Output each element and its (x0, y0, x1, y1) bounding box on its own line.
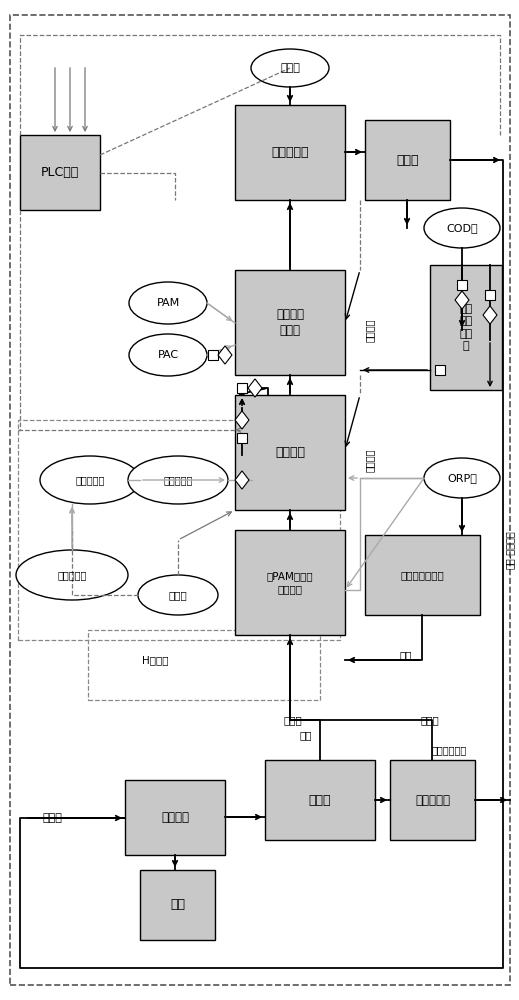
Text: H矿废水: H矿废水 (142, 655, 168, 665)
Ellipse shape (138, 575, 218, 615)
Ellipse shape (129, 334, 207, 376)
Polygon shape (235, 471, 249, 489)
Text: 新鲜水: 新鲜水 (42, 813, 62, 823)
Text: 含PAM尾矿废
水调节池: 含PAM尾矿废 水调节池 (267, 571, 313, 594)
Ellipse shape (251, 49, 329, 87)
Text: 矿渣浓缩机: 矿渣浓缩机 (415, 794, 450, 806)
Text: 臭氧氧化: 臭氧氧化 (275, 446, 305, 459)
FancyBboxPatch shape (235, 530, 345, 635)
Polygon shape (485, 290, 495, 300)
Polygon shape (237, 383, 247, 393)
Polygon shape (237, 433, 247, 443)
Text: COD仪: COD仪 (446, 223, 478, 233)
FancyBboxPatch shape (140, 870, 215, 940)
Text: 沉淀污泥: 沉淀污泥 (365, 448, 375, 472)
Text: 空气或氧气: 空气或氧气 (57, 570, 87, 580)
Polygon shape (208, 350, 218, 360)
Text: 反冲洗水: 反冲洗水 (365, 318, 375, 342)
Text: 粘度仪: 粘度仪 (169, 590, 187, 600)
Text: 精矿: 精矿 (170, 898, 185, 912)
FancyBboxPatch shape (235, 270, 345, 375)
Ellipse shape (424, 208, 500, 248)
Text: 混凝絮凝
反应池: 混凝絮凝 反应池 (276, 308, 304, 337)
Polygon shape (455, 291, 469, 309)
Bar (18, 420, 340, 640)
Polygon shape (235, 411, 249, 429)
Text: 尾矿池: 尾矿池 (309, 794, 331, 806)
Text: 不合
格重
新处
理: 不合 格重 新处 理 (459, 304, 473, 351)
Text: 合格-循环利用: 合格-循环利用 (505, 531, 515, 569)
Text: 排污: 排污 (400, 650, 412, 660)
Bar (88, 630, 320, 700)
Polygon shape (218, 346, 232, 364)
Text: 矿石分选: 矿石分选 (161, 811, 189, 824)
Polygon shape (457, 280, 467, 290)
FancyBboxPatch shape (20, 135, 100, 210)
FancyBboxPatch shape (365, 535, 480, 615)
Text: PAC: PAC (157, 350, 179, 360)
Text: 斜管沉淀池: 斜管沉淀池 (271, 146, 309, 159)
Ellipse shape (424, 458, 500, 498)
Text: 臭氧发生器: 臭氧发生器 (75, 475, 105, 485)
Text: PLC自控: PLC自控 (41, 166, 79, 179)
FancyBboxPatch shape (390, 760, 475, 840)
Text: 浓缩液: 浓缩液 (420, 715, 440, 725)
FancyBboxPatch shape (125, 780, 225, 855)
Text: 砂滤池: 砂滤池 (396, 153, 419, 166)
Text: 气水混合器: 气水混合器 (163, 475, 193, 485)
FancyBboxPatch shape (265, 760, 375, 840)
FancyBboxPatch shape (235, 395, 345, 510)
FancyBboxPatch shape (365, 120, 450, 200)
Text: 溢流水: 溢流水 (283, 715, 303, 725)
Polygon shape (483, 306, 497, 324)
Polygon shape (248, 379, 262, 397)
Text: 浊度仪: 浊度仪 (280, 63, 300, 73)
Text: 矿渣综合利用: 矿渣综合利用 (432, 745, 467, 755)
FancyBboxPatch shape (235, 105, 345, 200)
Ellipse shape (129, 282, 207, 324)
FancyBboxPatch shape (430, 265, 502, 390)
Text: 循环冷却水系统: 循环冷却水系统 (401, 570, 444, 580)
Ellipse shape (16, 550, 128, 600)
Text: 尾矿: 尾矿 (300, 730, 312, 740)
Polygon shape (435, 365, 445, 375)
Text: PAM: PAM (156, 298, 180, 308)
Ellipse shape (128, 456, 228, 504)
Text: ORP仪: ORP仪 (447, 473, 477, 483)
Ellipse shape (40, 456, 140, 504)
